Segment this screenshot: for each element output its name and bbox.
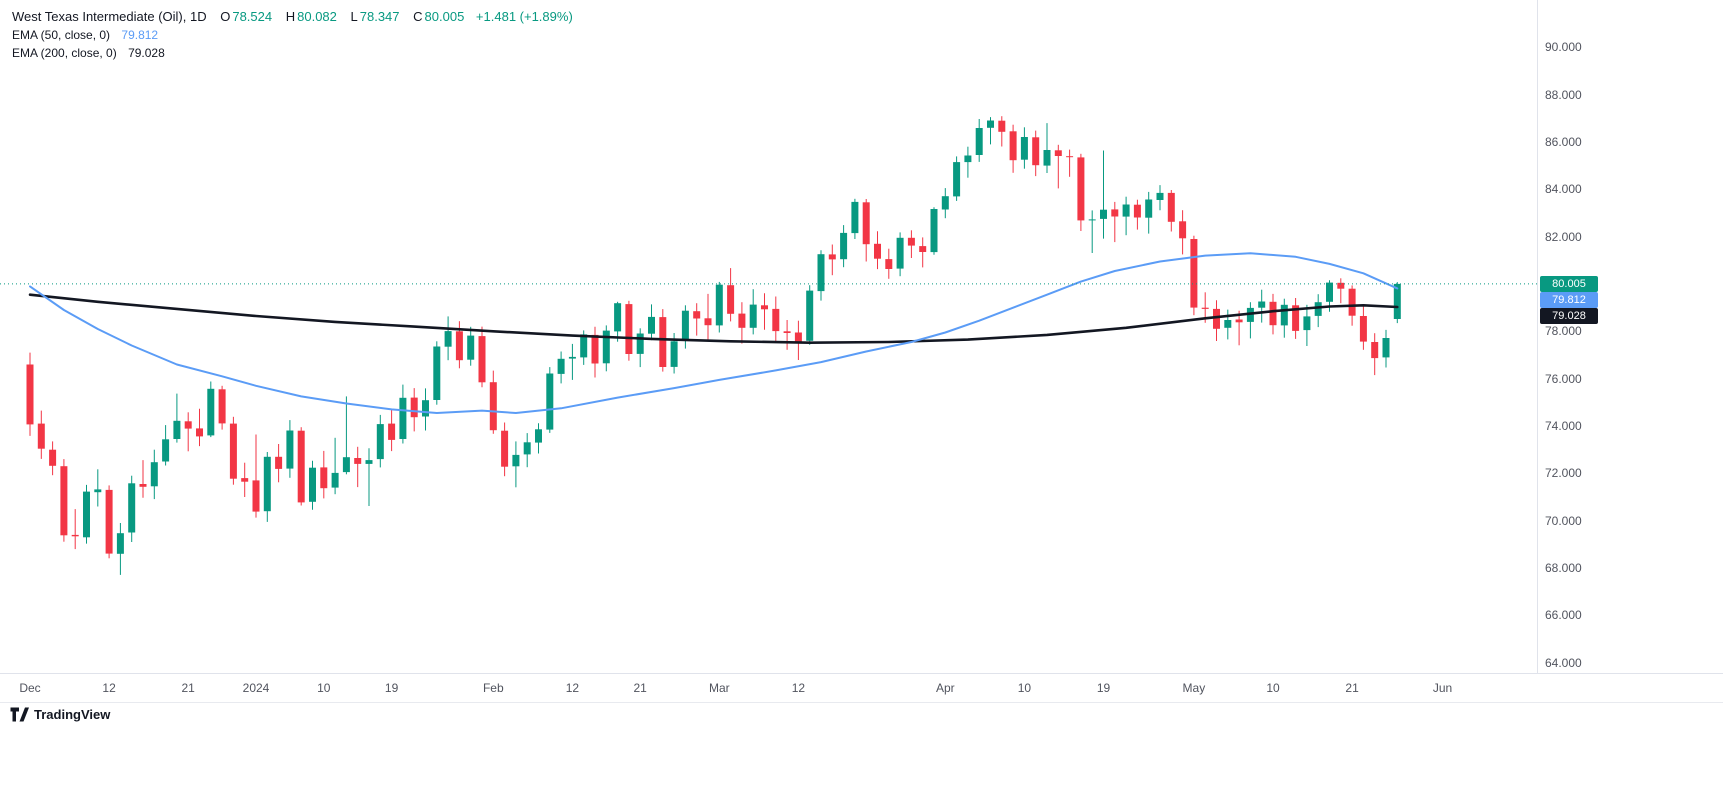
time-tick-label: 19	[384, 681, 399, 695]
ema200-indicator-value: 79.028	[128, 46, 165, 60]
time-tick-label: 2024	[242, 681, 270, 695]
price-axis[interactable]: 90.000 88.000 86.000 84.000 82.000 78.000 76.0…	[1537, 0, 1723, 701]
time-tick-label: 21	[633, 681, 647, 695]
time-tick-label: 19	[1096, 681, 1111, 695]
change-value: +1.481 (+1.89%)	[475, 9, 573, 24]
price-tick-label: 74.000	[1545, 419, 1582, 433]
time-tick-label: 12	[565, 681, 580, 695]
symbol-title[interactable]: West Texas Intermediate (Oil), 1D	[12, 9, 207, 24]
symbol-row[interactable]: West Texas Intermediate (Oil), 1D O 78.52…	[12, 8, 573, 26]
tradingview-logo-text: TradingView	[34, 707, 111, 722]
ema50-price-badge: 79.812	[1540, 291, 1598, 308]
time-tick-label: Apr	[935, 681, 955, 695]
time-tick-label: Dec	[19, 681, 41, 695]
chart-legend: West Texas Intermediate (Oil), 1D O 78.52…	[12, 8, 573, 62]
price-tick-label: 86.000	[1545, 135, 1582, 149]
time-axis[interactable]: Dec 12 21 2024 10 19 Feb 12 21 Mar 12 Apr 10 19 May 10 2…	[0, 673, 1723, 703]
tradingview-logo[interactable]: TradingView	[10, 707, 110, 722]
price-tick-label: 90.000	[1545, 40, 1582, 55]
time-tick-label: 10	[317, 681, 331, 695]
tradingview-logo-icon	[10, 707, 29, 722]
indicator-row-ema200[interactable]: EMA (200, close, 0) 79.028	[12, 44, 573, 62]
price-tick-label: 66.000	[1545, 608, 1582, 623]
close-label: C	[413, 9, 423, 24]
open-label: O	[220, 9, 231, 24]
low-value: 78.347	[359, 9, 400, 24]
ema50-indicator-value: 79.812	[121, 28, 159, 42]
low-label: L	[350, 9, 358, 24]
time-tick-label: 10	[1017, 681, 1032, 695]
indicator-row-ema50[interactable]: EMA (50, close, 0) 79.812	[12, 26, 573, 44]
candlestick-chart[interactable]	[0, 0, 1537, 673]
price-tick-label: 84.000	[1545, 182, 1582, 197]
price-tick-label: 70.000	[1545, 513, 1582, 528]
ema50-indicator-label: EMA (50, close, 0)	[12, 28, 111, 42]
price-tick-label: 72.000	[1545, 466, 1582, 481]
time-tick-label: Mar	[708, 681, 730, 695]
ema200-indicator-label: EMA (200, close, 0)	[12, 46, 117, 60]
open-value: 78.524	[232, 9, 273, 24]
price-tick-label: 88.000	[1545, 87, 1582, 102]
close-value: 80.005	[424, 9, 465, 24]
price-tick-label: 76.000	[1545, 371, 1582, 386]
price-tick-label: 82.000	[1545, 229, 1582, 244]
last-price-badge: 80.005	[1540, 275, 1598, 292]
time-tick-label: 21	[1345, 681, 1359, 695]
price-tick-label: 78.000	[1545, 324, 1582, 339]
time-tick-label: 21	[181, 681, 195, 695]
ema200-price-badge: 79.028	[1540, 307, 1598, 324]
time-tick-label: 12	[791, 681, 806, 695]
price-tick-label: 64.000	[1545, 655, 1582, 670]
high-label: H	[285, 9, 296, 24]
time-tick-label: Feb	[482, 681, 504, 695]
time-tick-label: 12	[102, 681, 116, 695]
price-tick-label: 68.000	[1545, 561, 1582, 575]
time-tick-label: Jun	[1432, 681, 1453, 695]
time-tick-label: 10	[1266, 681, 1280, 695]
time-tick-label: May	[1182, 681, 1206, 695]
high-value: 80.082	[297, 9, 337, 24]
